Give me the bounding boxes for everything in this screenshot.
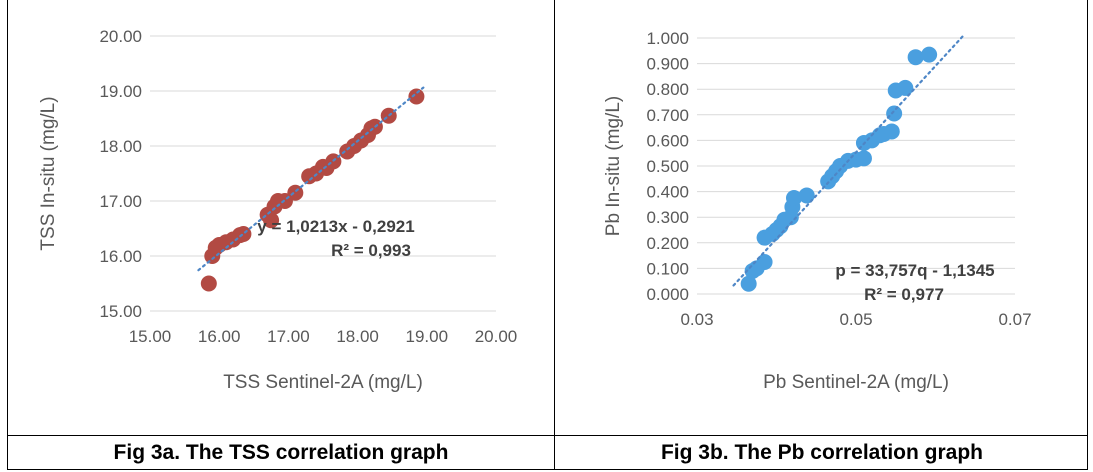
data-point	[200, 275, 217, 292]
data-point	[235, 226, 252, 242]
table-border-middle	[554, 0, 555, 470]
y-tick-label: 0.400	[646, 183, 689, 202]
x-tick-label: 0.03	[680, 310, 713, 329]
r-squared-label: R² = 0,977	[864, 285, 944, 304]
data-point	[921, 46, 938, 63]
trendline	[732, 34, 965, 287]
x-tick-label: 16.00	[198, 327, 241, 346]
y-tick-label: 0.900	[646, 55, 689, 74]
table-border-right	[1087, 0, 1088, 470]
data-point	[408, 88, 425, 105]
data-point	[897, 79, 914, 96]
y-tick-label: 0.500	[646, 157, 689, 176]
r-squared-label: R² = 0,993	[331, 241, 411, 260]
y-tick-label: 0.100	[646, 259, 689, 278]
x-axis-title: TSS Sentinel-2A (mg/L)	[223, 372, 423, 393]
y-tick-label: 0.800	[646, 80, 689, 99]
data-point	[287, 184, 304, 201]
x-tick-label: 18.00	[336, 327, 379, 346]
x-tick-label: 17.00	[267, 327, 310, 346]
y-tick-label: 0.000	[646, 285, 689, 304]
x-tick-label: 0.05	[839, 310, 872, 329]
trendline	[197, 86, 425, 272]
table-border-bottom	[7, 469, 1088, 470]
x-tick-label: 15.00	[129, 327, 172, 346]
y-tick-label: 19.00	[99, 82, 142, 101]
x-tick-label: 20.00	[475, 327, 518, 346]
data-point	[798, 187, 815, 204]
y-tick-label: 0.300	[646, 208, 689, 227]
y-tick-label: 16.00	[99, 247, 142, 266]
y-axis-title: TSS In-situ (mg/L)	[38, 96, 59, 250]
figure-table	[7, 0, 1088, 470]
x-axis-title: Pb Sentinel-2A (mg/L)	[763, 372, 949, 393]
caption-fig-3b: Fig 3b. The Pb correlation graph	[660, 441, 984, 464]
data-point	[883, 123, 900, 140]
y-tick-label: 1.000	[646, 29, 689, 48]
tss-correlation-chart: 15.00 16.00 17.00 18.00 19.00 20.00 15.00 16.00…	[38, 27, 518, 393]
x-tick-label: 0.07	[998, 310, 1031, 329]
y-tick-label: 0.200	[646, 234, 689, 253]
y-tick-label: 0.700	[646, 106, 689, 125]
x-tick-label: 19.00	[406, 327, 449, 346]
data-point	[756, 254, 773, 270]
table-border-left	[7, 0, 8, 470]
y-tick-label: 20.00	[99, 27, 142, 46]
y-axis-title: Pb In-situ (mg/L)	[603, 96, 624, 236]
y-tick-label: 17.00	[99, 192, 142, 211]
data-point	[855, 150, 872, 167]
table-divider	[7, 435, 1088, 436]
data-point	[886, 105, 903, 122]
y-tick-label: 0.600	[646, 131, 689, 150]
trendline-equation: p = 33,757q - 1,1345	[835, 261, 994, 280]
data-point	[907, 49, 924, 66]
data-point	[785, 190, 802, 206]
data-point	[263, 212, 280, 229]
data-point	[740, 275, 757, 292]
y-tick-label: 15.00	[99, 302, 142, 321]
y-tick-label: 18.00	[99, 137, 142, 156]
pb-correlation-chart: 0.000 0.100 0.200 0.300 0.400 0.500 0.600 0.700…	[603, 29, 1032, 393]
caption-fig-3a: Fig 3a. The TSS correlation graph	[113, 441, 449, 464]
trendline-equation: y = 1,0213x - 0,2921	[257, 217, 414, 236]
